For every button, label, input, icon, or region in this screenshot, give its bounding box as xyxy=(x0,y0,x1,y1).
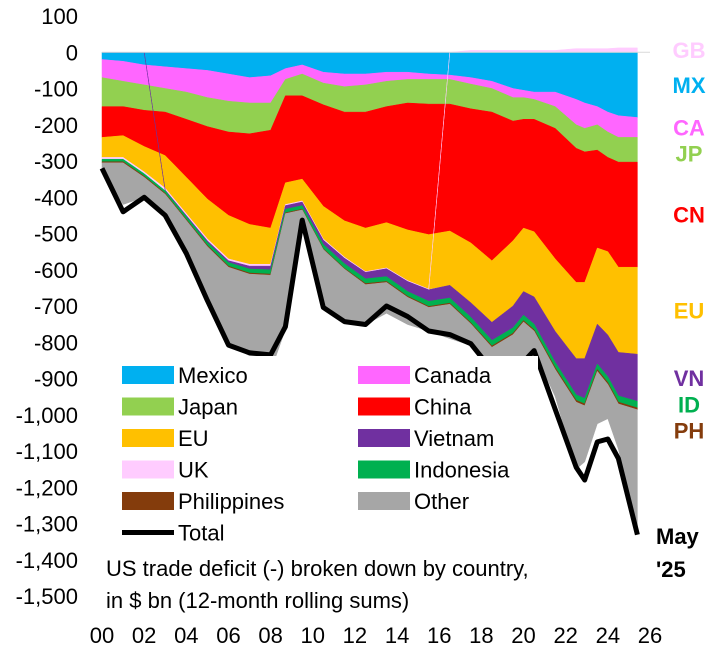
legend-swatch-philippines xyxy=(122,492,174,510)
legend-swatch-uk xyxy=(122,460,174,479)
x-tick-label: 10 xyxy=(301,623,325,647)
y-tick-label: -1,200 xyxy=(16,475,78,500)
x-tick-label: 02 xyxy=(132,623,156,647)
date-label-year: '25 xyxy=(656,557,686,582)
legend-label-vietnam: Vietnam xyxy=(414,426,494,451)
total-line xyxy=(99,167,640,536)
band-label-gb: GB xyxy=(673,38,706,63)
y-tick-label: -300 xyxy=(34,149,78,174)
y-tick-label: -400 xyxy=(34,185,78,210)
band-label-ph: PH xyxy=(674,419,705,444)
band-label-cn: CN xyxy=(673,203,705,228)
y-tick-label: -200 xyxy=(34,113,78,138)
legend-swatch-eu xyxy=(122,429,174,447)
y-tick-label: -1,400 xyxy=(16,548,78,573)
x-tick-label: 22 xyxy=(553,623,577,647)
legend: Mexico Canada Japan China EU Vietnam UK Indones… xyxy=(110,356,538,556)
legend-label-mexico: Mexico xyxy=(178,363,248,388)
legend-swatch-other xyxy=(358,492,410,510)
y-tick-label: 0 xyxy=(66,40,78,65)
legend-label-china: China xyxy=(414,395,472,420)
stacked-areas xyxy=(101,47,638,532)
legend-swatch-canada xyxy=(358,366,410,384)
y-tick-label: -1,100 xyxy=(16,439,78,464)
x-tick-label: 00 xyxy=(90,623,114,647)
x-tick-label: 08 xyxy=(258,623,282,647)
x-tick-label: 24 xyxy=(596,623,620,647)
legend-background xyxy=(110,356,538,556)
legend-swatch-mexico xyxy=(122,366,174,384)
y-tick-label: 100 xyxy=(41,4,78,29)
x-axis-ticks: 00 02 04 06 08 10 12 14 16 18 20 22 24 26 xyxy=(90,623,662,647)
y-tick-label: -500 xyxy=(34,222,78,247)
legend-label-total: Total xyxy=(178,521,224,546)
band-label-id: ID xyxy=(678,393,700,418)
band-label-ca: CA xyxy=(673,115,705,140)
legend-swatch-vietnam xyxy=(358,429,410,447)
x-tick-label: 04 xyxy=(174,623,198,647)
band-label-mx: MX xyxy=(673,73,706,98)
y-axis-ticks: 100 0 -100 -200 -300 -400 -500 -600 -700 -800 -900… xyxy=(16,4,78,609)
legend-swatch-japan xyxy=(122,397,174,416)
y-tick-label: -1,300 xyxy=(16,512,78,537)
y-tick-label: -900 xyxy=(34,367,78,392)
x-tick-label: 14 xyxy=(385,623,409,647)
legend-swatch-indonesia xyxy=(358,460,410,479)
legend-label-uk: UK xyxy=(178,458,209,483)
legend-label-canada: Canada xyxy=(414,363,492,388)
legend-label-other: Other xyxy=(414,489,469,514)
legend-label-japan: Japan xyxy=(178,395,238,420)
x-tick-label: 06 xyxy=(216,623,240,647)
legend-swatch-china xyxy=(358,397,410,416)
y-tick-label: -600 xyxy=(34,258,78,283)
chart-subtitle-line-1: US trade deficit (-) broken down by coun… xyxy=(106,556,529,581)
band-label-eu: EU xyxy=(674,299,705,324)
chart-subtitle-line-2: in $ bn (12-month rolling sums) xyxy=(106,588,409,613)
date-label-month: May xyxy=(656,524,700,549)
legend-label-eu: EU xyxy=(178,426,209,451)
legend-label-philippines: Philippines xyxy=(178,489,284,514)
y-tick-label: -1,500 xyxy=(16,584,78,609)
y-tick-label: -100 xyxy=(34,77,78,102)
legend-label-indonesia: Indonesia xyxy=(414,458,510,483)
y-tick-label: -1,000 xyxy=(16,403,78,428)
y-tick-label: -700 xyxy=(34,294,78,319)
x-tick-label: 18 xyxy=(469,623,493,647)
x-tick-label: 12 xyxy=(343,623,367,647)
x-tick-label: 26 xyxy=(638,623,662,647)
x-tick-label: 16 xyxy=(427,623,451,647)
y-tick-label: -800 xyxy=(34,330,78,355)
x-tick-label: 20 xyxy=(511,623,535,647)
band-label-jp: JP xyxy=(676,141,703,166)
band-label-vn: VN xyxy=(674,366,705,391)
